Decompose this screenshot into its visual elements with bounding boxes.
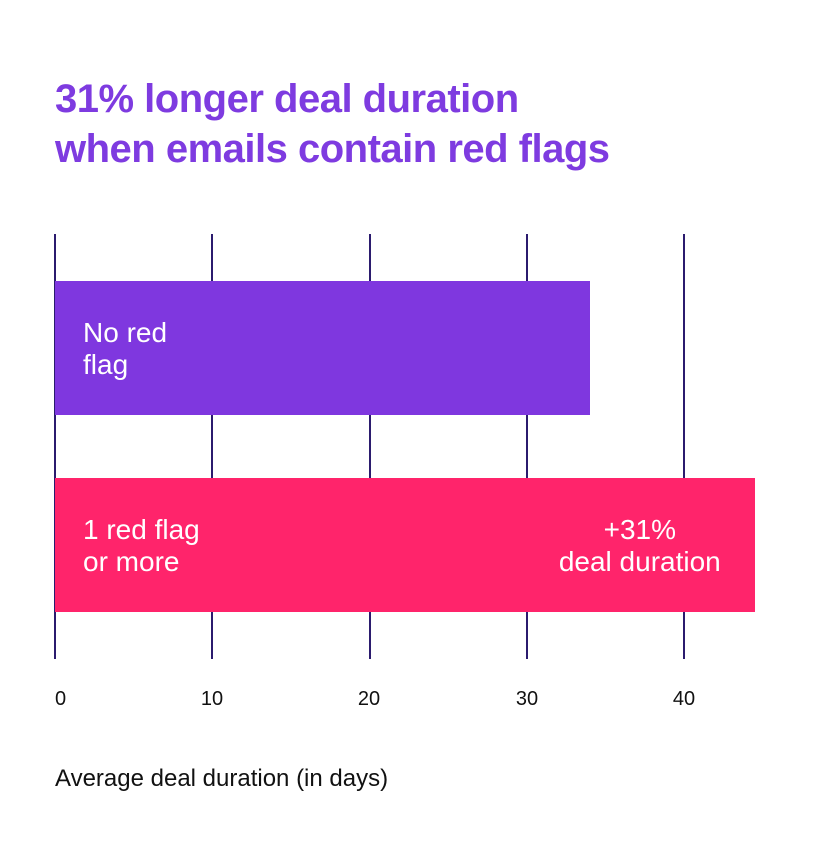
bar-label-line: flag: [83, 349, 129, 380]
bar-label-line: 1 red flag: [83, 514, 200, 545]
x-tick-label: 10: [200, 688, 224, 710]
x-tick-label: 20: [357, 688, 381, 710]
bar-red-flag: 1 red flag or more +31% deal duration: [55, 478, 755, 612]
annotation-line: deal duration: [558, 546, 721, 577]
x-tick-label: 40: [672, 688, 696, 710]
bar-label-line: No red: [83, 317, 168, 348]
chart-title-line-2: when emails contain red flags: [55, 127, 610, 171]
bar-label-line: or more: [83, 546, 180, 577]
bar-label: 1 red flag or more: [83, 514, 200, 578]
bar-no-red-flag: No red flag: [55, 281, 590, 415]
chart-title: 31% longer deal duration when emails con…: [55, 74, 610, 174]
gridline-40: [683, 234, 685, 659]
x-tick-label: 30: [515, 688, 539, 710]
x-tick-label: 0: [55, 688, 67, 710]
gridline-0: [54, 234, 56, 659]
gridline-30: [526, 234, 528, 659]
gridline-10: [211, 234, 213, 659]
x-axis-label: Average deal duration (in days): [55, 765, 389, 792]
bar-annotation: +31% deal duration: [559, 514, 721, 578]
annotation-line: +31%: [603, 514, 676, 545]
chart-title-line-1: 31% longer deal duration: [55, 77, 519, 121]
bar-label: No red flag: [83, 317, 167, 381]
gridline-20: [369, 234, 371, 659]
